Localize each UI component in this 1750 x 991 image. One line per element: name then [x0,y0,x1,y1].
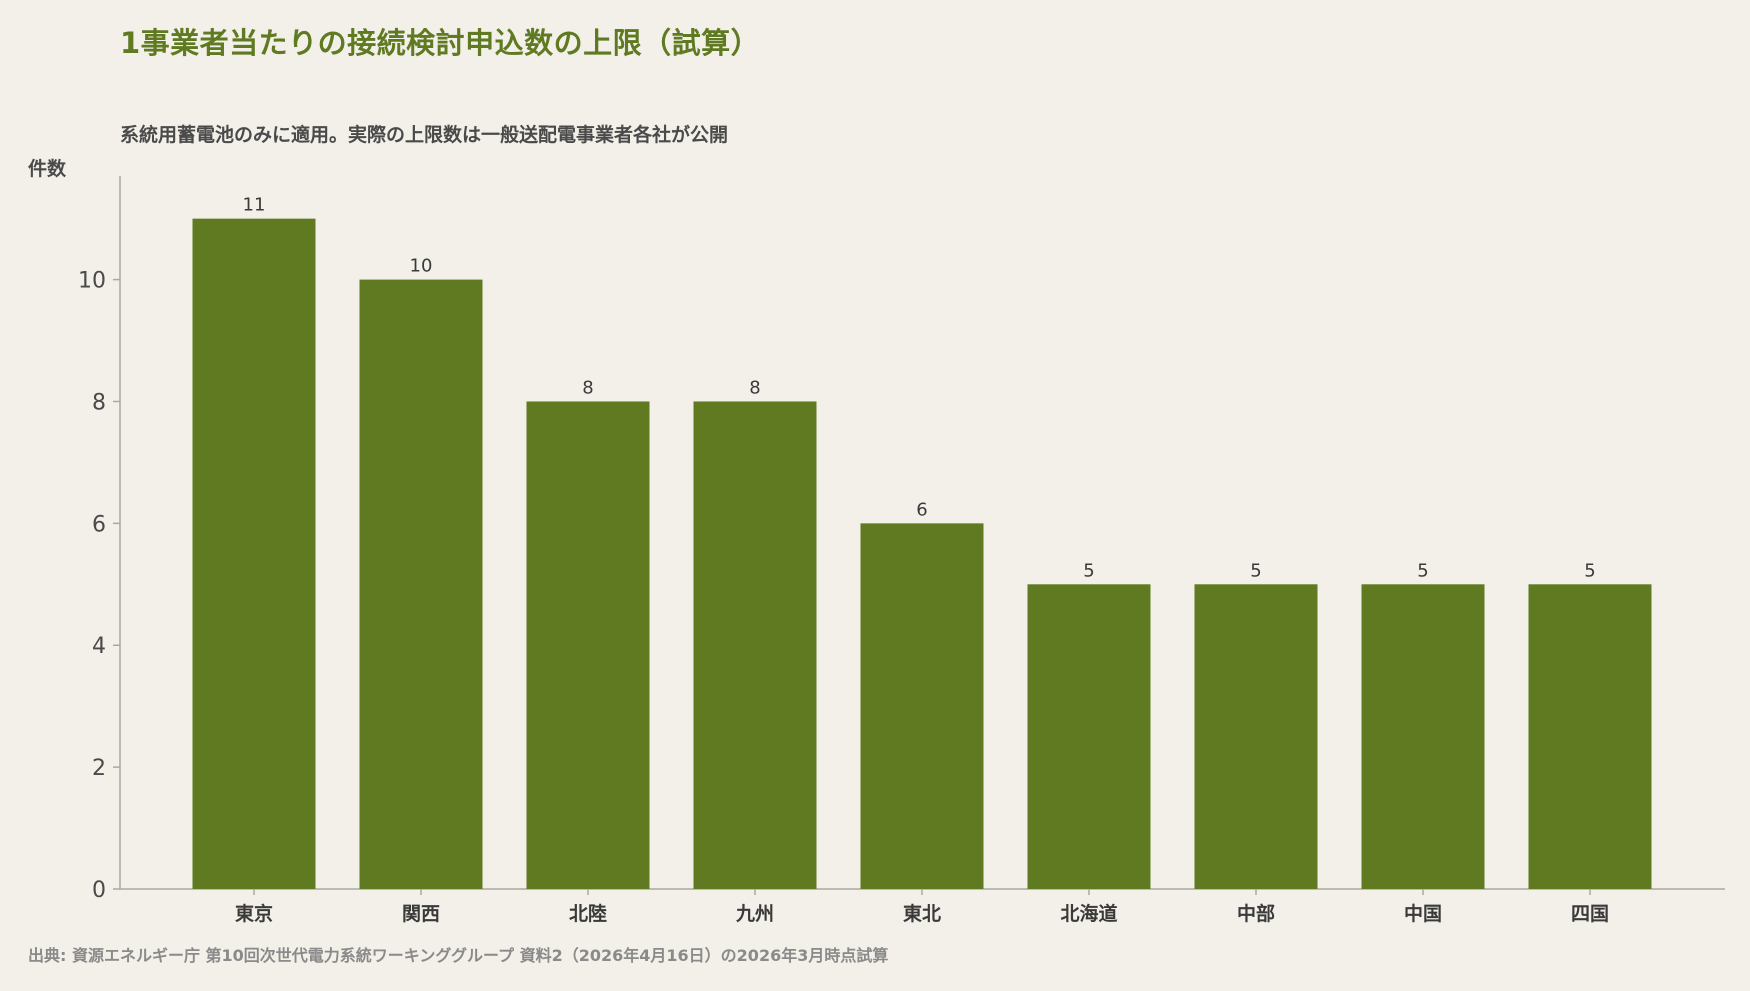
data-label: 5 [1584,560,1595,581]
bar [526,401,650,889]
y-tick-label: 4 [92,634,106,659]
x-tick-label: 中国 [1404,902,1442,925]
data-label: 5 [1083,560,1094,581]
y-tick-label: 10 [78,269,106,294]
bar [1528,584,1652,889]
x-tick-label: 北陸 [569,902,607,925]
data-label: 5 [1250,560,1261,581]
x-tick-label: 中部 [1237,902,1275,925]
x-tick-label: 四国 [1571,903,1609,925]
bar [1194,584,1318,889]
y-tick-label: 0 [92,878,106,903]
y-tick-label: 2 [92,756,106,781]
chart-title: 1事業者当たりの接続検討申込数の上限（試算） [120,26,761,60]
y-tick-label: 6 [92,512,106,537]
y-axis-label: 件数 [28,158,67,180]
data-label: 11 [243,195,266,216]
bar [693,401,817,889]
source-note: 出典: 資源エネルギー庁 第10回次世代電力系統ワーキンググループ 資料2（20… [28,946,889,965]
x-tick-label: 東京 [235,902,273,925]
bar [860,523,984,889]
x-tick-label: 北海道 [1060,902,1117,925]
bar [1361,584,1485,889]
data-label: 10 [410,256,433,277]
data-label: 8 [749,377,760,398]
x-tick-label: 九州 [735,903,774,925]
x-tick-label: 東北 [903,902,941,925]
y-tick-label: 8 [92,390,106,415]
data-label: 8 [582,377,593,398]
bar [192,218,316,889]
bar [1027,584,1151,889]
data-label: 5 [1417,560,1428,581]
bar [359,279,483,890]
chart-subtitle: 系統用蓄電池のみに適用。実際の上限数は一般送配電事業者各社が公開 [120,124,729,146]
data-label: 6 [916,499,927,520]
x-tick-label: 関西 [402,903,440,925]
